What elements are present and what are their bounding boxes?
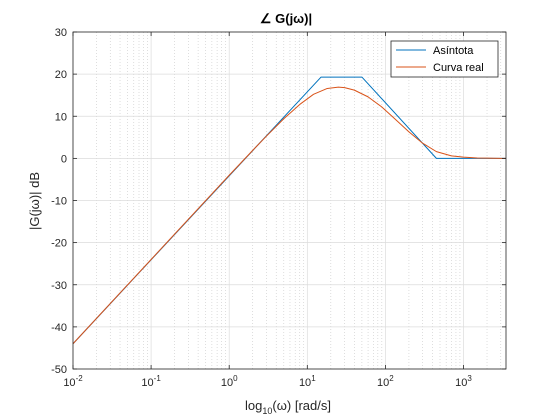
y-tick-label: -40 [51,322,67,334]
y-tick-label: -30 [51,280,67,292]
legend: Asíntota Curva real [390,40,499,78]
chart-title: ∠ G(jω)| [260,11,312,26]
x-tick-label: 100 [221,374,238,389]
y-tick-label: -10 [51,196,67,208]
legend-label-curva-real: Curva real [433,62,484,74]
y-tick-label: 0 [61,153,67,165]
y-tick-label: -50 [51,364,67,376]
legend-label-asintota: Asíntota [433,45,474,57]
x-tick-label: 10-2 [63,374,83,389]
y-axis-label: |G(jω)| dB [27,172,42,230]
x-tick-label: 101 [299,374,316,389]
x-tick-labels: 10-2 10-1 100 101 102 103 [63,374,472,389]
y-tick-label: -20 [51,238,67,250]
legend-box [390,40,499,78]
y-tick-labels: 30 20 10 0 -10 -20 -30 -40 -50 [51,27,67,376]
x-tick-label: 103 [455,374,472,389]
series-line-curva-real [72,86,506,345]
y-tick-label: 20 [55,69,67,81]
y-tick-label: 30 [55,27,67,39]
x-tick-label: 10-1 [141,374,161,389]
series-layer [72,76,506,345]
x-axis-label: log10(ω) [rad/s] [245,398,331,416]
y-tick-label: 10 [55,111,67,123]
tick-marks [72,31,506,370]
x-tick-label: 102 [377,374,394,389]
